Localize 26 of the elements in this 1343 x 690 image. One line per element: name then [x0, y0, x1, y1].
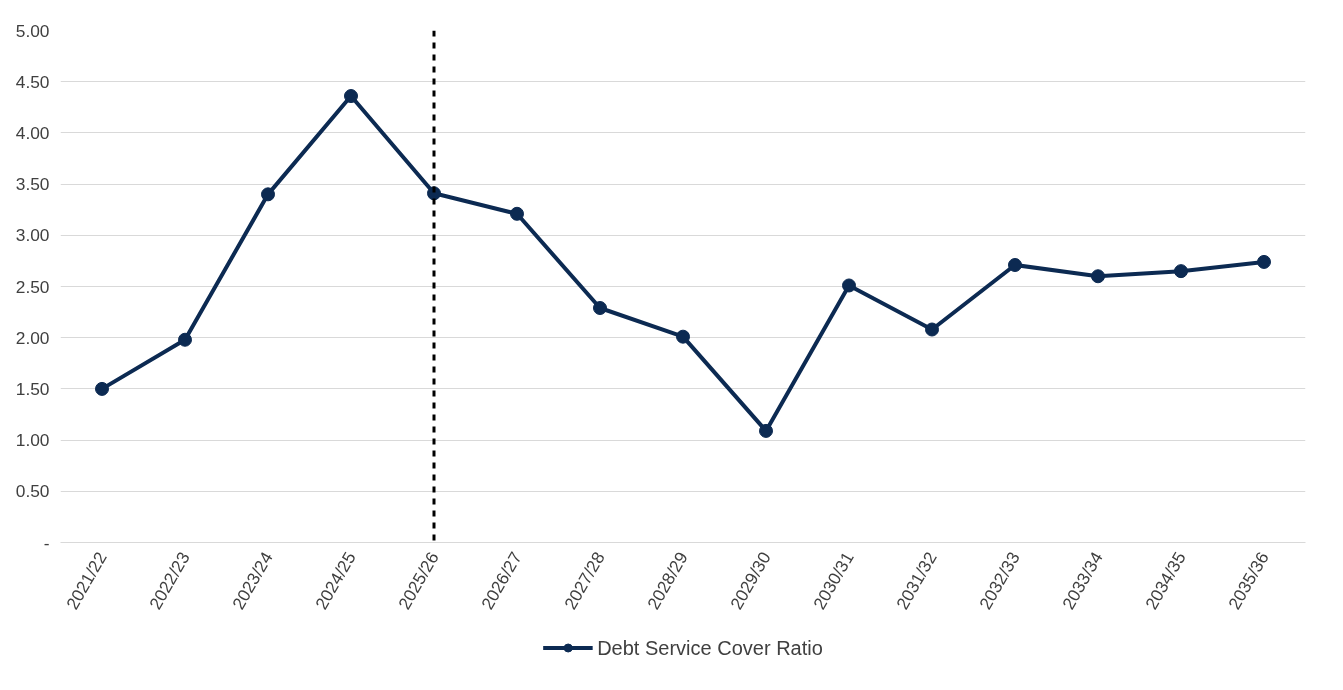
point: [925, 322, 939, 337]
y-tick-label: 4.50: [15, 71, 50, 92]
legend-label: Debt Service Cover Ratio: [597, 636, 823, 659]
y-tick-label: 0.50: [15, 481, 50, 502]
point: [510, 206, 524, 221]
y-tick-label: 2.50: [15, 276, 50, 297]
y-tick-label: 5.00: [15, 20, 50, 41]
y-tick-label: 4.00: [15, 122, 50, 143]
y-tick-label: 3.50: [15, 174, 50, 195]
point: [676, 329, 690, 344]
y-tick-label: 1.50: [15, 378, 50, 399]
point: [842, 278, 856, 293]
y-tick-label: 2.00: [15, 327, 50, 348]
point: [1174, 264, 1188, 279]
point: [593, 301, 607, 315]
y-tick-label: -: [43, 532, 50, 553]
point: [95, 381, 109, 396]
point: [1008, 258, 1022, 272]
point: [261, 187, 275, 202]
point: [344, 89, 358, 104]
point: [178, 332, 192, 347]
point: [1091, 269, 1105, 284]
point: [1257, 254, 1271, 269]
y-tick-label: 3.00: [15, 225, 50, 246]
y-tick-label: 1.00: [15, 430, 50, 451]
point: [759, 423, 773, 438]
